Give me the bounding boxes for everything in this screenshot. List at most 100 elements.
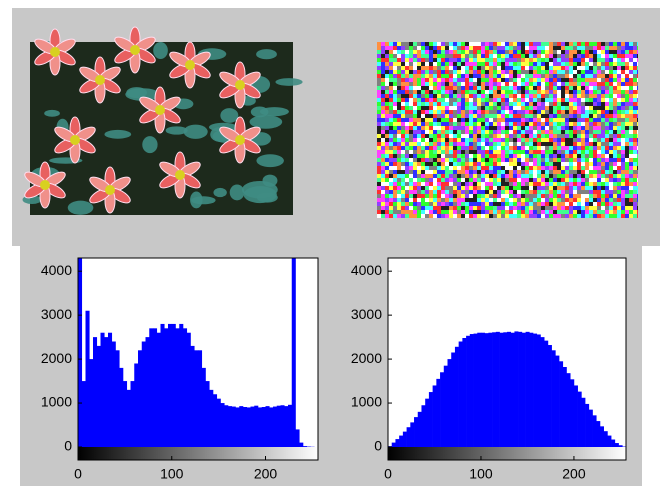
- noise-pixel: [573, 114, 577, 118]
- noise-pixel: [533, 126, 537, 130]
- noise-pixel: [485, 174, 489, 178]
- noise-pixel: [477, 86, 481, 90]
- noise-pixel: [601, 98, 605, 102]
- noise-pixel: [545, 170, 549, 174]
- noise-pixel: [469, 122, 473, 126]
- noise-pixel: [449, 98, 453, 102]
- leaf: [250, 115, 283, 129]
- noise-pixel: [461, 86, 465, 90]
- noise-pixel: [417, 170, 421, 174]
- noise-pixel: [629, 78, 633, 82]
- noise-pixel: [549, 150, 553, 154]
- noise-pixel: [565, 182, 569, 186]
- noise-pixel: [389, 54, 393, 58]
- noise-pixel: [625, 154, 629, 158]
- noise-pixel: [473, 186, 477, 190]
- noise-pixel: [557, 110, 561, 114]
- noise-pixel: [529, 210, 533, 214]
- noise-pixel: [413, 46, 417, 50]
- noise-pixel: [581, 194, 585, 198]
- noise-pixel: [541, 42, 545, 46]
- noise-pixel: [377, 166, 381, 170]
- noise-pixel: [565, 46, 569, 50]
- noise-pixel: [393, 186, 397, 190]
- noise-pixel: [605, 62, 609, 66]
- noise-pixel: [473, 178, 477, 182]
- noise-pixel: [429, 42, 433, 46]
- histogram-bar: [198, 350, 202, 447]
- noise-pixel: [521, 174, 525, 178]
- noise-pixel: [581, 54, 585, 58]
- noise-pixel: [497, 102, 501, 106]
- noise-pixel: [405, 186, 409, 190]
- noise-pixel: [585, 130, 589, 134]
- histogram-bar: [414, 417, 418, 447]
- noise-pixel: [433, 90, 437, 94]
- noise-pixel: [573, 134, 577, 138]
- noise-pixel: [557, 98, 561, 102]
- noise-pixel: [477, 46, 481, 50]
- noise-pixel: [601, 142, 605, 146]
- noise-pixel: [477, 62, 481, 66]
- noise-pixel: [505, 158, 509, 162]
- noise-pixel: [441, 158, 445, 162]
- noise-pixel: [601, 126, 605, 130]
- noise-pixel: [509, 174, 513, 178]
- noise-pixel: [385, 162, 389, 166]
- noise-pixel: [609, 150, 613, 154]
- noise-pixel: [457, 138, 461, 142]
- noise-pixel: [465, 134, 469, 138]
- noise-pixel: [481, 198, 485, 202]
- noise-pixel: [513, 62, 517, 66]
- noise-pixel: [473, 166, 477, 170]
- noise-pixel: [573, 190, 577, 194]
- noise-pixel: [469, 78, 473, 82]
- noise-pixel: [381, 174, 385, 178]
- noise-pixel: [541, 170, 545, 174]
- noise-pixel: [493, 54, 497, 58]
- noise-pixel: [425, 158, 429, 162]
- noise-pixel: [589, 58, 593, 62]
- histogram-bar: [296, 429, 300, 447]
- noise-pixel: [541, 146, 545, 150]
- noise-pixel: [437, 50, 441, 54]
- noise-pixel: [437, 198, 441, 202]
- noise-pixel: [637, 82, 638, 86]
- noise-pixel: [505, 154, 509, 158]
- noise-pixel: [449, 142, 453, 146]
- noise-pixel: [617, 82, 621, 86]
- noise-pixel: [501, 126, 505, 130]
- noise-pixel: [493, 154, 497, 158]
- noise-pixel: [589, 50, 593, 54]
- noise-pixel: [481, 158, 485, 162]
- noise-pixel: [389, 210, 393, 214]
- noise-pixel: [569, 210, 573, 214]
- noise-pixel: [585, 78, 589, 82]
- noise-pixel: [581, 118, 585, 122]
- noise-pixel: [437, 138, 441, 142]
- noise-pixel: [413, 166, 417, 170]
- noise-pixel: [405, 146, 409, 150]
- noise-pixel: [493, 206, 497, 210]
- noise-pixel: [525, 130, 529, 134]
- noise-pixel: [613, 54, 617, 58]
- noise-pixel: [481, 190, 485, 194]
- noise-pixel: [417, 210, 421, 214]
- noise-pixel: [497, 174, 501, 178]
- noise-pixel: [625, 54, 629, 58]
- noise-pixel: [377, 146, 381, 150]
- noise-pixel: [413, 86, 417, 90]
- noise-pixel: [489, 86, 493, 90]
- noise-pixel: [393, 210, 397, 214]
- noise-pixel: [429, 186, 433, 190]
- noise-pixel: [621, 162, 625, 166]
- noise-pixel: [593, 146, 597, 150]
- noise-pixel: [517, 78, 521, 82]
- noise-pixel: [513, 106, 517, 110]
- noise-pixel: [469, 134, 473, 138]
- noise-pixel: [397, 118, 401, 122]
- noise-pixel: [513, 102, 517, 106]
- noise-pixel: [417, 130, 421, 134]
- noise-pixel: [517, 134, 521, 138]
- noise-pixel: [485, 94, 489, 98]
